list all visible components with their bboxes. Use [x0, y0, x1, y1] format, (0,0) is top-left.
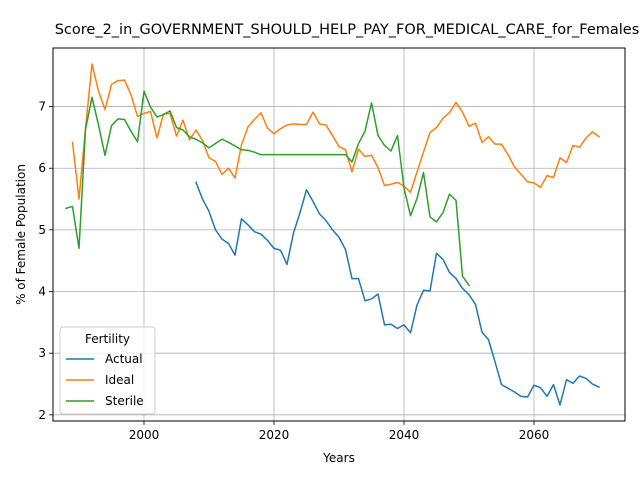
x-axis-label: Years — [322, 451, 355, 465]
legend-label-ideal: Ideal — [105, 373, 134, 387]
y-tick-label: 5 — [38, 223, 46, 237]
y-axis: 2 3 4 5 6 7 — [38, 100, 53, 422]
series-line-sterile — [65, 90, 471, 287]
legend-label-sterile: Sterile — [105, 394, 144, 408]
legend-box — [59, 326, 156, 415]
x-axis: 2000 2020 2040 2060 — [129, 421, 550, 442]
x-tick-label: 2000 — [129, 428, 160, 442]
legend-title: Fertility — [85, 332, 130, 346]
y-tick-label: 6 — [38, 161, 46, 175]
y-tick-label: 4 — [38, 285, 46, 299]
y-tick-label: 3 — [38, 346, 46, 360]
y-tick-label: 7 — [38, 100, 46, 114]
y-tick-label: 2 — [38, 408, 46, 422]
series-lines — [65, 63, 601, 406]
x-tick-label: 2040 — [389, 428, 420, 442]
legend: Fertility Actual Ideal Sterile — [59, 326, 156, 415]
chart-title: Score_2_in_GOVERNMENT_SHOULD_HELP_PAY_FO… — [55, 22, 640, 38]
grid — [53, 48, 625, 421]
legend-label-actual: Actual — [105, 352, 143, 366]
x-tick-label: 2020 — [259, 428, 290, 442]
legend-items: Actual Ideal Sterile — [66, 352, 144, 408]
series-line-ideal — [71, 63, 601, 200]
plot-frame — [52, 47, 626, 422]
y-axis-label: % of Female Population — [14, 164, 28, 305]
series-line-actual — [195, 181, 600, 406]
x-tick-label: 2060 — [519, 428, 550, 442]
